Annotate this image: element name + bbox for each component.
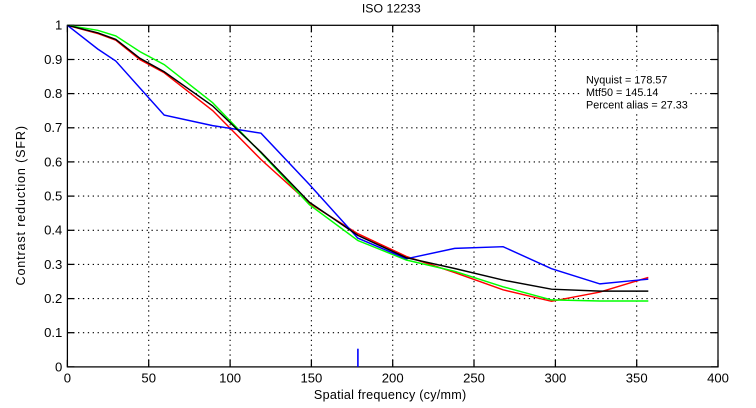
svg-text:200: 200 — [382, 370, 404, 385]
svg-text:300: 300 — [544, 370, 566, 385]
svg-text:ISO 12233: ISO 12233 — [362, 2, 421, 16]
svg-text:150: 150 — [300, 370, 322, 385]
svg-text:250: 250 — [463, 370, 485, 385]
svg-text:Contrast reduction (SFR): Contrast reduction (SFR) — [14, 125, 28, 285]
svg-text:50: 50 — [141, 370, 156, 385]
svg-text:0.1: 0.1 — [44, 325, 62, 340]
svg-text:0.4: 0.4 — [44, 223, 62, 238]
svg-text:Mtf50 = 145.14: Mtf50 = 145.14 — [586, 87, 658, 99]
svg-text:1: 1 — [55, 18, 62, 33]
svg-text:0.6: 0.6 — [44, 154, 62, 169]
svg-text:0: 0 — [64, 370, 71, 385]
svg-text:0.3: 0.3 — [44, 257, 62, 272]
svg-text:Nyquist = 178.57: Nyquist = 178.57 — [586, 75, 667, 87]
svg-text:0.8: 0.8 — [44, 86, 62, 101]
svg-text:0.7: 0.7 — [44, 120, 62, 135]
svg-text:0: 0 — [55, 359, 62, 374]
svg-text:350: 350 — [626, 370, 648, 385]
svg-text:0.9: 0.9 — [44, 52, 62, 67]
svg-text:400: 400 — [707, 370, 729, 385]
svg-text:Spatial frequency (cy/mm): Spatial frequency (cy/mm) — [314, 388, 467, 402]
svg-text:0.5: 0.5 — [44, 189, 62, 204]
svg-text:0.2: 0.2 — [44, 291, 62, 306]
svg-text:Percent alias = 27.33: Percent alias = 27.33 — [586, 100, 688, 112]
svg-text:100: 100 — [219, 370, 241, 385]
